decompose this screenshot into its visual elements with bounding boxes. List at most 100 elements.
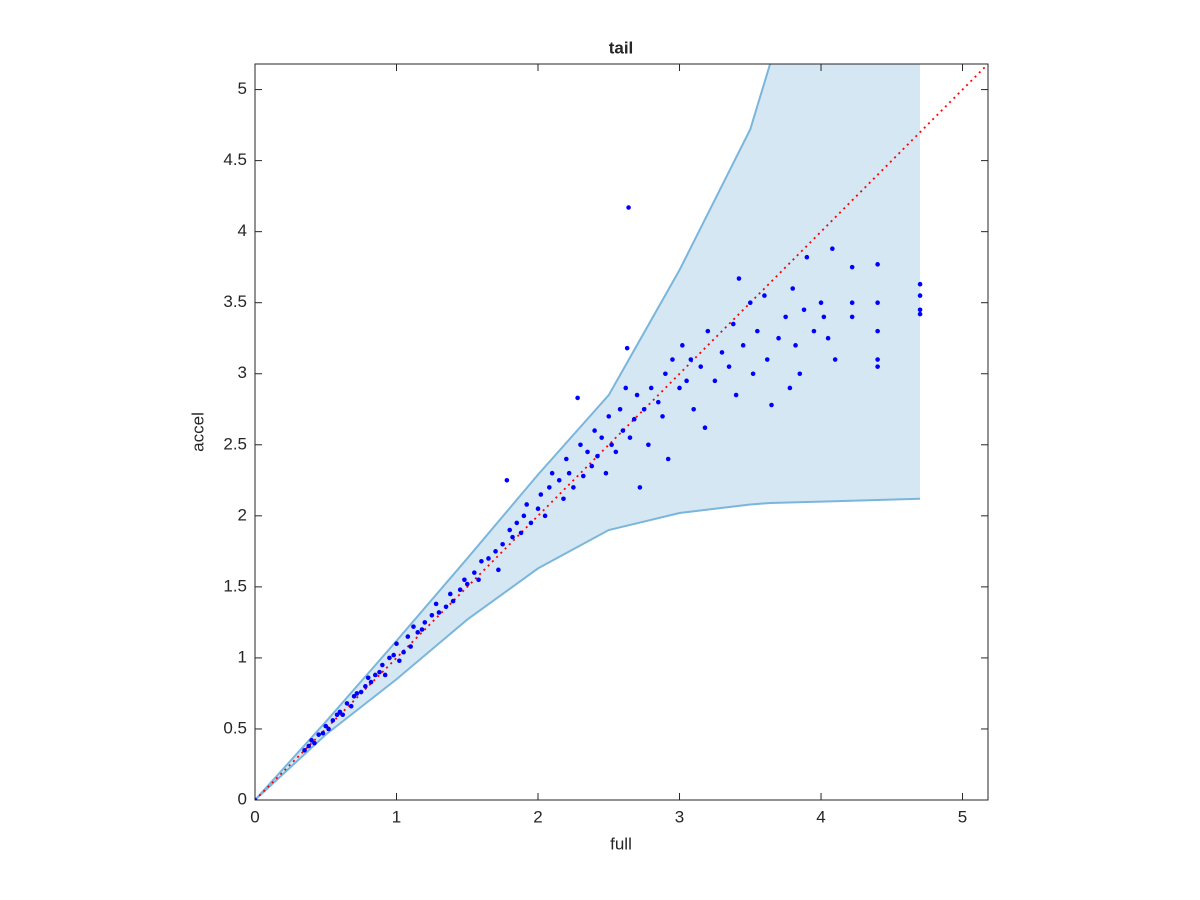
- scatter-point: [677, 385, 682, 391]
- scatter-point: [443, 604, 449, 610]
- scatter-point: [387, 655, 392, 661]
- scatter-point: [380, 662, 385, 668]
- scatter-point: [875, 328, 880, 334]
- scatter-point: [648, 385, 654, 391]
- band-edge: [255, 497, 921, 800]
- scatter-point: [368, 679, 374, 685]
- scatter-point: [408, 644, 413, 649]
- scatter-point: [875, 364, 880, 369]
- scatter-point: [849, 264, 855, 270]
- scatter-point: [627, 435, 633, 440]
- scatter-point: [401, 649, 406, 655]
- scatter-point: [620, 428, 626, 433]
- y-axis-label: accel: [188, 412, 207, 452]
- y-tick-label: 3: [238, 363, 247, 382]
- scatter-point: [405, 634, 411, 639]
- scatter-point: [479, 558, 484, 564]
- scatter-point: [726, 364, 732, 369]
- scatter-point: [535, 506, 541, 512]
- scatter-point: [719, 350, 725, 355]
- scatter-point: [801, 307, 807, 313]
- scatter-point: [514, 520, 520, 526]
- scatter-point: [790, 286, 796, 291]
- scatter-point: [348, 703, 354, 709]
- scatter-point: [740, 343, 746, 348]
- scatter-point: [917, 311, 923, 317]
- scatter-point: [830, 246, 835, 252]
- scatter-point: [634, 392, 640, 398]
- scatter-point: [496, 567, 501, 573]
- scatter-point: [917, 281, 923, 287]
- band-area: [255, 64, 921, 800]
- scatter-point: [504, 478, 510, 483]
- scatter-point: [617, 406, 623, 412]
- plot-area: [255, 64, 988, 800]
- scatter-point: [750, 371, 756, 377]
- scatter-point: [665, 456, 671, 462]
- y-tick-label: 5: [238, 79, 247, 98]
- scatter-point: [436, 610, 442, 615]
- scatter-point: [415, 630, 421, 635]
- scatter-point: [624, 345, 630, 351]
- scatter-point: [736, 276, 742, 281]
- chart-title: tail: [609, 38, 634, 57]
- scatter-point: [797, 371, 803, 377]
- scatter-point: [476, 577, 481, 583]
- scatter-point: [457, 587, 463, 593]
- scatter-point: [422, 620, 428, 625]
- scatter-point: [255, 797, 258, 800]
- scatter-point: [556, 478, 562, 483]
- scatter-point: [825, 335, 831, 341]
- scatter-point: [663, 371, 668, 377]
- scatter-point: [571, 485, 576, 490]
- scatter-point: [698, 364, 704, 369]
- scatter-point: [660, 414, 665, 419]
- scatter-point: [323, 723, 329, 729]
- scatter-point: [419, 627, 425, 632]
- scatter-point: [646, 442, 651, 448]
- y-tick-label: 2.5: [223, 434, 247, 453]
- scatter-point: [433, 601, 439, 607]
- scatter-point: [705, 328, 711, 334]
- scatter-point: [397, 658, 402, 664]
- scatter-point: [450, 598, 456, 604]
- scatter-point: [818, 300, 824, 306]
- scatter-point: [762, 293, 767, 298]
- scatter-point: [655, 399, 661, 405]
- scatter-point: [917, 307, 923, 313]
- scatter-point: [603, 470, 609, 476]
- scatter-point: [330, 718, 336, 723]
- scatter-point: [547, 485, 552, 490]
- scatter-point: [589, 463, 595, 469]
- scatter-point: [351, 693, 357, 699]
- scatter-point: [917, 293, 923, 298]
- scatter-point: [849, 300, 855, 306]
- scatter-point: [507, 527, 513, 533]
- y-tick-label: 4.5: [223, 150, 247, 169]
- scatter-point: [510, 534, 515, 540]
- x-tick-label: 5: [958, 807, 967, 826]
- scatter-point: [447, 591, 453, 597]
- y-tick-label: 2: [238, 505, 247, 524]
- scatter-point: [365, 675, 371, 681]
- scatter-point: [670, 357, 675, 362]
- scatter-point: [875, 300, 880, 306]
- scatter-point: [500, 541, 505, 547]
- scatter-point: [564, 456, 569, 462]
- x-tick-label: 3: [675, 807, 684, 826]
- scatter-point: [821, 314, 827, 320]
- scatter-point: [769, 402, 774, 408]
- scatter-point: [549, 470, 555, 476]
- scatter-point: [464, 581, 470, 587]
- y-tick-label: 1: [238, 647, 247, 666]
- scatter-point: [575, 395, 580, 401]
- scatter-point: [684, 378, 689, 384]
- scatter-point: [875, 262, 880, 267]
- y-tick-label: 3.5: [223, 292, 247, 311]
- scatter-point: [811, 328, 817, 334]
- scatter-point: [787, 385, 793, 391]
- scatter-point: [302, 747, 307, 753]
- y-tick-label: 0: [238, 789, 247, 808]
- scatter-point: [712, 378, 718, 384]
- scatter-point: [524, 502, 529, 507]
